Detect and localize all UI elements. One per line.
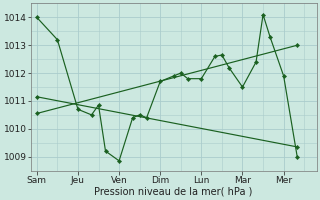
X-axis label: Pression niveau de la mer( hPa ): Pression niveau de la mer( hPa ) <box>94 187 253 197</box>
